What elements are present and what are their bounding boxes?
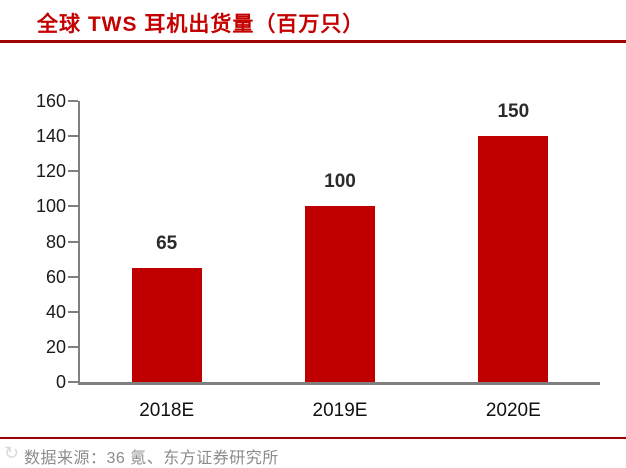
y-axis-tick-mark: [68, 240, 78, 243]
y-axis-tick-mark: [68, 310, 78, 313]
bar-value-label: 150: [497, 101, 530, 122]
y-axis-tick-label: 120: [35, 161, 66, 182]
y-axis-tick-label: 80: [45, 231, 66, 252]
y-axis-tick-label: 140: [35, 126, 66, 147]
bar-group-2020E: 150 2020E: [427, 101, 600, 421]
bar-2019E: [304, 206, 375, 382]
y-axis-tick-mark: [68, 205, 78, 208]
x-axis-label: 2020E: [485, 400, 541, 421]
bar-2018E: [131, 267, 202, 382]
bars-container: 65 2018E 100 2019E 150 2020E: [80, 101, 600, 421]
y-axis-tick-label: 20: [45, 336, 66, 357]
y-axis-tick-label: 100: [35, 196, 66, 217]
y-axis-tick-label: 40: [45, 301, 66, 322]
chart-title: 全球 TWS 耳机出货量（百万只）: [37, 13, 365, 36]
footer-divider-line: [0, 437, 626, 439]
watermark-icon: ↻: [4, 443, 20, 463]
x-axis-label: 2019E: [312, 400, 368, 421]
bar-group-2018E: 65 2018E: [80, 101, 253, 421]
title-divider-line: [0, 40, 626, 43]
source-row: ↻ 数据来源：36 氪、东方证券研究所: [0, 441, 626, 467]
y-axis-tick-mark: [68, 170, 78, 173]
source-label: 数据来源：36 氪、东方证券研究所: [24, 450, 279, 467]
y-axis-tick-label: 60: [45, 266, 66, 287]
y-axis-tick-label: 160: [35, 91, 66, 111]
bar-value-label: 100: [324, 171, 356, 193]
bar-2020E: [478, 136, 549, 382]
plot-area: 65 2018E 100 2019E 150 2020E 0 20 40 60 80 100 120 1…: [36, 92, 600, 421]
y-axis-tick-mark: [68, 100, 78, 102]
y-axis-tick-mark: [68, 381, 78, 383]
y-axis-tick-mark: [68, 275, 78, 278]
bar-group-2019E: 100 2019E: [253, 101, 426, 421]
y-axis-tick-mark: [68, 135, 78, 138]
x-axis-label: 2018E: [139, 400, 195, 421]
bar-value-label: 65: [156, 232, 178, 254]
y-axis-tick-mark: [68, 345, 78, 348]
y-axis-tick-label: 0: [55, 372, 66, 392]
